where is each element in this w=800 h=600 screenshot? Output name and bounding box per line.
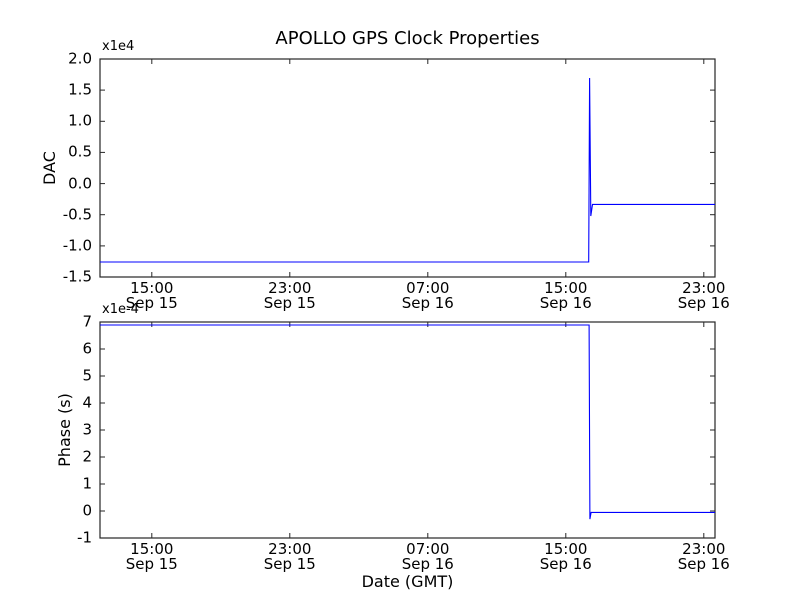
x-tick-date-label: Sep 16 [401, 555, 454, 573]
x-tick-time-label: 23:00 [682, 540, 726, 558]
y-tick-label: 2 [82, 447, 92, 466]
x-tick-date-label: Sep 16 [401, 294, 454, 312]
x-tick-time-label: 15:00 [544, 279, 588, 297]
x-tick-date-label: Sep 16 [677, 555, 730, 573]
x-tick-date-label: Sep 16 [677, 294, 730, 312]
axes-frame-bottom [99, 321, 716, 539]
y-tick-label: 5 [82, 366, 92, 385]
y-tick-label: 4 [82, 393, 92, 412]
y-tick-label: 1.5 [68, 80, 92, 99]
y-tick-label: 3 [82, 420, 92, 439]
x-tick-time-label: 07:00 [406, 540, 450, 558]
y-tick-label: -1.0 [62, 236, 92, 255]
y-tick-label: 6 [82, 339, 92, 358]
y-axis-title: Phase (s) [55, 393, 74, 467]
chart-title: APOLLO GPS Clock Properties [275, 28, 540, 49]
phase-line [100, 324, 715, 520]
x-tick-date-label: Sep 15 [125, 294, 178, 312]
y-tick-label: -1 [77, 528, 92, 547]
y-tick-label: -0.5 [62, 205, 92, 224]
y-axis-offset-label: x1e4 [102, 39, 135, 54]
y-tick-label: 0.0 [68, 174, 92, 193]
x-tick-date-label: Sep 15 [125, 555, 178, 573]
x-tick-date-label: Sep 15 [263, 294, 316, 312]
x-axis-title: Date (GMT) [361, 572, 454, 591]
y-tick-label: 0 [82, 501, 92, 520]
axes-frame-top [99, 58, 716, 278]
x-tick-time-label: 15:00 [544, 540, 588, 558]
x-tick-date-label: Sep 16 [539, 555, 592, 573]
y-tick-label: 7 [82, 312, 92, 331]
y-tick-label: 2.0 [68, 49, 92, 68]
y-tick-label: 1 [82, 474, 92, 493]
y-axis-offset-label: x1e-4 [102, 302, 139, 317]
x-tick-time-label: 23:00 [268, 279, 312, 297]
dac-line [100, 77, 715, 263]
y-tick-label: 0.5 [68, 142, 92, 161]
x-tick-time-label: 15:00 [130, 540, 174, 558]
y-tick-label: 1.0 [68, 111, 92, 130]
x-tick-date-label: Sep 16 [539, 294, 592, 312]
x-tick-time-label: 23:00 [682, 279, 726, 297]
x-tick-time-label: 23:00 [268, 540, 312, 558]
x-tick-time-label: 07:00 [406, 279, 450, 297]
y-tick-label: -1.5 [62, 267, 92, 286]
x-tick-date-label: Sep 15 [263, 555, 316, 573]
y-axis-title: DAC [40, 151, 59, 185]
x-tick-time-label: 15:00 [130, 279, 174, 297]
